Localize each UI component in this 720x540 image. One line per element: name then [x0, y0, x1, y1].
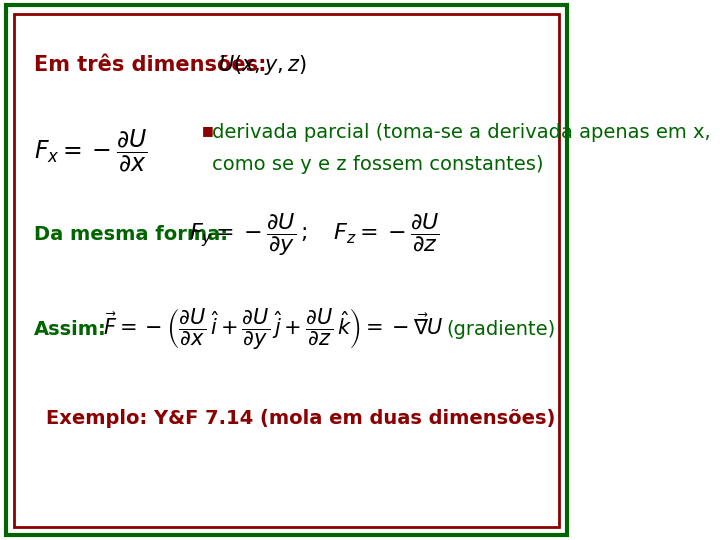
Text: (gradiente): (gradiente) — [447, 320, 556, 339]
Text: $\vec{F} = -\left(\dfrac{\partial U}{\partial x}\,\hat{i} + \dfrac{\partial U}{\: $\vec{F} = -\left(\dfrac{\partial U}{\pa… — [103, 307, 444, 352]
Text: Da mesma forma:: Da mesma forma: — [35, 225, 228, 245]
Text: derivada parcial (toma-se a derivada apenas em x,: derivada parcial (toma-se a derivada ape… — [212, 123, 711, 142]
Text: Assim:: Assim: — [35, 320, 107, 339]
Text: Exemplo: Y&F 7.14 (mola em duas dimensões): Exemplo: Y&F 7.14 (mola em duas dimensõe… — [46, 409, 555, 428]
Text: como se y e z fossem constantes): como se y e z fossem constantes) — [212, 155, 544, 174]
Text: $U(x,y,z)$: $U(x,y,z)$ — [217, 53, 307, 77]
Text: $\blacksquare$: $\blacksquare$ — [201, 125, 213, 139]
Text: Em três dimensões:: Em três dimensões: — [35, 55, 267, 75]
Text: $F_x = -\dfrac{\partial U}{\partial x}$: $F_x = -\dfrac{\partial U}{\partial x}$ — [35, 128, 148, 174]
FancyBboxPatch shape — [6, 5, 567, 535]
Text: $F_y = -\dfrac{\partial U}{\partial y}\,;\quad F_z = -\dfrac{\partial U}{\partia: $F_y = -\dfrac{\partial U}{\partial y}\,… — [189, 212, 440, 258]
